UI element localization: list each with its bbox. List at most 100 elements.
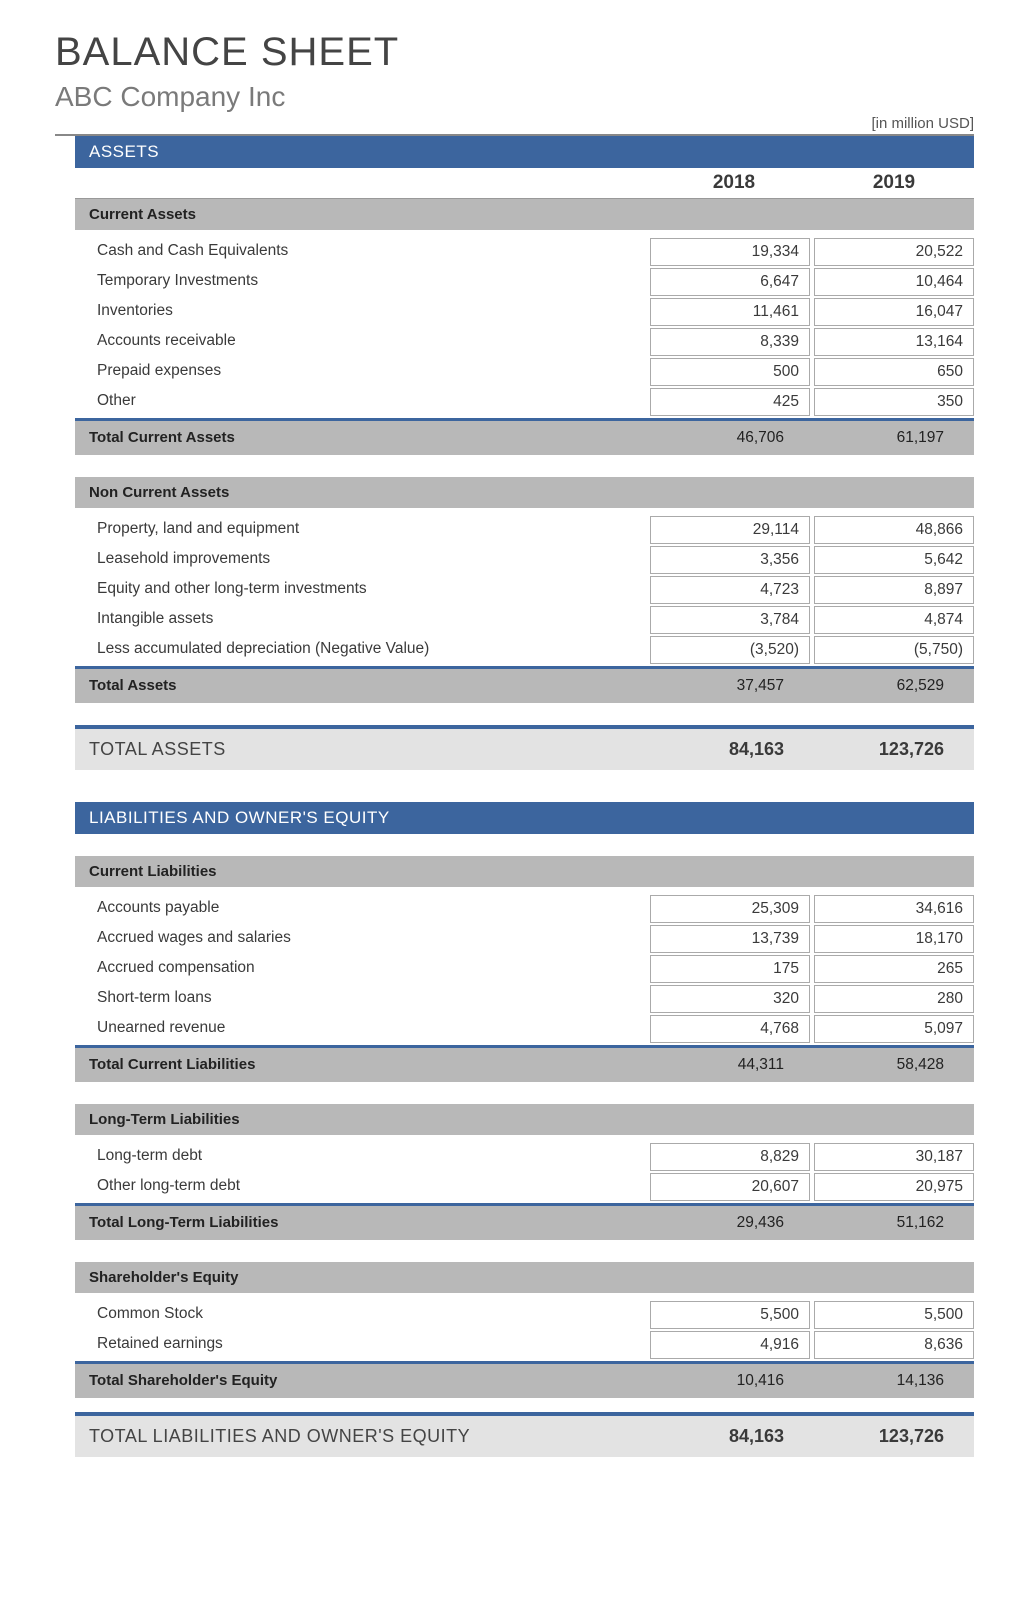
line-value-y1: 19,334 xyxy=(650,238,810,266)
line-value-y1: 4,916 xyxy=(650,1331,810,1359)
line-item: Long-term debt8,82930,187 xyxy=(75,1143,974,1171)
line-value-y2: 48,866 xyxy=(814,516,974,544)
line-label: Cash and Cash Equivalents xyxy=(75,238,646,266)
line-value-y2: 4,874 xyxy=(814,606,974,634)
line-value-y2: 5,500 xyxy=(814,1301,974,1329)
year-2019: 2019 xyxy=(814,168,974,198)
line-value-y1: 29,114 xyxy=(650,516,810,544)
line-label: Retained earnings xyxy=(75,1331,646,1359)
line-item: Temporary Investments6,64710,464 xyxy=(75,268,974,296)
line-value-y2: 13,164 xyxy=(814,328,974,356)
page-title: BALANCE SHEET xyxy=(55,30,974,75)
line-value-y2: 265 xyxy=(814,955,974,983)
line-item: Cash and Cash Equivalents19,33420,522 xyxy=(75,238,974,266)
line-value-y2: 20,522 xyxy=(814,238,974,266)
line-value-y2: 5,642 xyxy=(814,546,974,574)
unit-label: [in million USD] xyxy=(55,115,974,132)
line-label: Short-term loans xyxy=(75,985,646,1013)
line-label: Long-term debt xyxy=(75,1143,646,1171)
line-item: Less accumulated depreciation (Negative … xyxy=(75,636,974,664)
line-value-y1: 20,607 xyxy=(650,1173,810,1201)
company-name: ABC Company Inc xyxy=(55,81,974,113)
line-value-y1: 11,461 xyxy=(650,298,810,326)
longterm-liabilities-header: Long-Term Liabilities xyxy=(75,1104,974,1135)
line-value-y1: 25,309 xyxy=(650,895,810,923)
line-value-y1: 175 xyxy=(650,955,810,983)
line-label: Unearned revenue xyxy=(75,1015,646,1043)
line-label: Temporary Investments xyxy=(75,268,646,296)
line-value-y1: 320 xyxy=(650,985,810,1013)
line-label: Leasehold improvements xyxy=(75,546,646,574)
line-item: Accounts payable25,30934,616 xyxy=(75,895,974,923)
line-value-y2: 18,170 xyxy=(814,925,974,953)
line-value-y2: 10,464 xyxy=(814,268,974,296)
line-label: Other xyxy=(75,388,646,416)
line-item: Inventories11,46116,047 xyxy=(75,298,974,326)
line-label: Prepaid expenses xyxy=(75,358,646,386)
line-value-y2: 350 xyxy=(814,388,974,416)
line-value-y1: 4,768 xyxy=(650,1015,810,1043)
line-value-y1: 425 xyxy=(650,388,810,416)
total-liabilities-equity: TOTAL LIABILITIES AND OWNER'S EQUITY 84,… xyxy=(75,1412,974,1457)
line-value-y2: 16,047 xyxy=(814,298,974,326)
line-label: Accounts payable xyxy=(75,895,646,923)
year-2018: 2018 xyxy=(654,168,814,198)
line-label: Less accumulated depreciation (Negative … xyxy=(75,636,646,664)
line-item: Equity and other long-term investments4,… xyxy=(75,576,974,604)
total-shareholders-equity: Total Shareholder's Equity 10,416 14,136 xyxy=(75,1361,974,1398)
line-label: Accrued compensation xyxy=(75,955,646,983)
line-label: Equity and other long-term investments xyxy=(75,576,646,604)
line-item: Other long-term debt20,60720,975 xyxy=(75,1173,974,1201)
line-value-y2: 5,097 xyxy=(814,1015,974,1043)
total-assets: TOTAL ASSETS 84,163 123,726 xyxy=(75,725,974,770)
line-item: Prepaid expenses500650 xyxy=(75,358,974,386)
line-value-y2: (5,750) xyxy=(814,636,974,664)
noncurrent-assets-header: Non Current Assets xyxy=(75,477,974,508)
line-label: Accounts receivable xyxy=(75,328,646,356)
line-item: Retained earnings4,9168,636 xyxy=(75,1331,974,1359)
line-label: Intangible assets xyxy=(75,606,646,634)
line-value-y1: 8,829 xyxy=(650,1143,810,1171)
line-item: Unearned revenue4,7685,097 xyxy=(75,1015,974,1043)
line-item: Intangible assets3,7844,874 xyxy=(75,606,974,634)
line-value-y2: 8,897 xyxy=(814,576,974,604)
line-value-y1: 3,784 xyxy=(650,606,810,634)
line-label: Property, land and equipment xyxy=(75,516,646,544)
line-item: Accrued wages and salaries13,73918,170 xyxy=(75,925,974,953)
total-current-liabilities: Total Current Liabilities 44,311 58,428 xyxy=(75,1045,974,1082)
line-value-y1: 5,500 xyxy=(650,1301,810,1329)
line-value-y1: (3,520) xyxy=(650,636,810,664)
line-item: Property, land and equipment29,11448,866 xyxy=(75,516,974,544)
current-assets-header: Current Assets xyxy=(75,199,974,230)
liabilities-header: LIABILITIES AND OWNER'S EQUITY xyxy=(75,802,974,834)
current-liabilities-header: Current Liabilities xyxy=(75,856,974,887)
total-noncurrent-assets: Total Assets 37,457 62,529 xyxy=(75,666,974,703)
line-value-y2: 280 xyxy=(814,985,974,1013)
line-item: Accrued compensation175265 xyxy=(75,955,974,983)
line-item: Accounts receivable8,33913,164 xyxy=(75,328,974,356)
line-item: Leasehold improvements3,3565,642 xyxy=(75,546,974,574)
assets-header: ASSETS xyxy=(75,136,974,168)
line-value-y2: 20,975 xyxy=(814,1173,974,1201)
line-value-y1: 8,339 xyxy=(650,328,810,356)
line-value-y1: 3,356 xyxy=(650,546,810,574)
line-value-y1: 500 xyxy=(650,358,810,386)
line-value-y2: 8,636 xyxy=(814,1331,974,1359)
line-item: Common Stock5,5005,500 xyxy=(75,1301,974,1329)
line-value-y2: 34,616 xyxy=(814,895,974,923)
line-label: Accrued wages and salaries xyxy=(75,925,646,953)
line-value-y2: 650 xyxy=(814,358,974,386)
line-label: Other long-term debt xyxy=(75,1173,646,1201)
line-label: Inventories xyxy=(75,298,646,326)
line-label: Common Stock xyxy=(75,1301,646,1329)
line-value-y1: 4,723 xyxy=(650,576,810,604)
year-header-row: 2018 2019 xyxy=(75,168,974,199)
total-current-assets: Total Current Assets 46,706 61,197 xyxy=(75,418,974,455)
line-item: Short-term loans320280 xyxy=(75,985,974,1013)
line-item: Other425350 xyxy=(75,388,974,416)
line-value-y1: 6,647 xyxy=(650,268,810,296)
shareholders-equity-header: Shareholder's Equity xyxy=(75,1262,974,1293)
line-value-y2: 30,187 xyxy=(814,1143,974,1171)
total-longterm-liabilities: Total Long-Term Liabilities 29,436 51,16… xyxy=(75,1203,974,1240)
line-value-y1: 13,739 xyxy=(650,925,810,953)
